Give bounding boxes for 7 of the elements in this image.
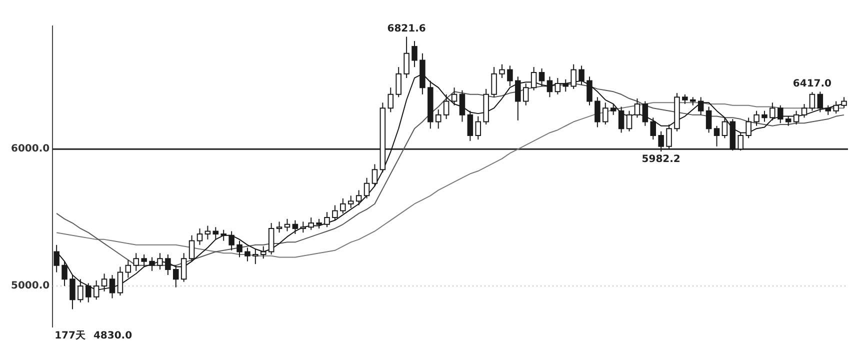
annotation: 6417.0 (792, 78, 832, 90)
y-tick-label: 5000.0 (10, 280, 50, 292)
y-tick-label: 6000.0 (10, 144, 50, 155)
annotation: 5982.2 (642, 154, 680, 166)
text: 177天 (54, 330, 86, 342)
text: 4830.0 (93, 330, 132, 342)
annotation: 6821.6 (387, 23, 426, 34)
